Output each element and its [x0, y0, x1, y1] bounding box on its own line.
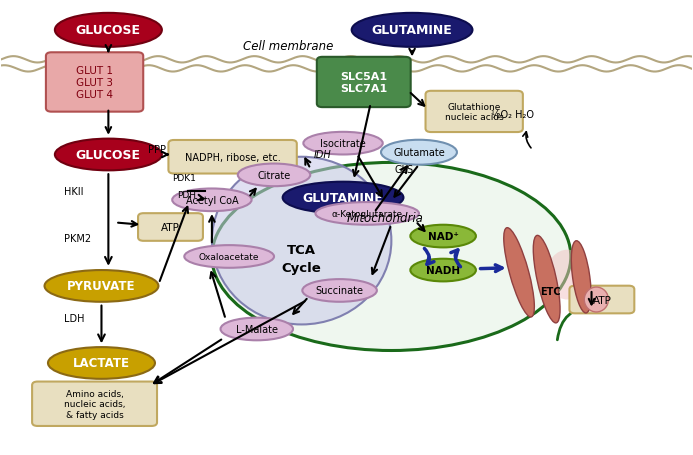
Ellipse shape	[48, 347, 155, 379]
Ellipse shape	[44, 270, 159, 302]
Ellipse shape	[55, 14, 162, 48]
Text: LDH: LDH	[64, 313, 84, 323]
Ellipse shape	[302, 279, 377, 302]
Text: L-Malate: L-Malate	[236, 324, 278, 334]
Ellipse shape	[351, 14, 473, 48]
Ellipse shape	[410, 225, 476, 248]
Text: TCA: TCA	[287, 243, 316, 257]
FancyBboxPatch shape	[168, 141, 297, 174]
Text: PDH: PDH	[177, 191, 196, 199]
Ellipse shape	[220, 318, 293, 340]
Text: Cycle: Cycle	[282, 262, 322, 275]
Ellipse shape	[571, 241, 591, 313]
Text: Mitochondria: Mitochondria	[346, 212, 423, 225]
Text: GLUT 1
GLUT 3
GLUT 4: GLUT 1 GLUT 3 GLUT 4	[76, 66, 113, 99]
Text: HKII: HKII	[64, 187, 83, 196]
Ellipse shape	[534, 236, 560, 323]
Ellipse shape	[410, 259, 476, 282]
Ellipse shape	[238, 164, 310, 187]
FancyBboxPatch shape	[426, 91, 523, 133]
Ellipse shape	[381, 141, 457, 165]
Text: Isocitrate: Isocitrate	[320, 139, 366, 149]
Text: Glutamate: Glutamate	[393, 148, 445, 158]
Ellipse shape	[173, 189, 252, 212]
Ellipse shape	[547, 250, 588, 300]
Text: ATP: ATP	[161, 222, 180, 233]
Text: ETC: ETC	[540, 287, 561, 297]
FancyBboxPatch shape	[317, 58, 411, 108]
Text: PPP: PPP	[148, 144, 166, 154]
FancyBboxPatch shape	[46, 53, 143, 112]
FancyBboxPatch shape	[138, 214, 203, 241]
Text: GLUCOSE: GLUCOSE	[76, 149, 141, 162]
Text: Amino acids,
nucleic acids,
& fatty acids: Amino acids, nucleic acids, & fatty acid…	[64, 389, 125, 419]
Text: GLS: GLS	[394, 165, 413, 175]
Ellipse shape	[304, 132, 383, 155]
Text: NADPH, ribose, etc.: NADPH, ribose, etc.	[185, 152, 281, 162]
Ellipse shape	[55, 139, 162, 171]
Ellipse shape	[504, 228, 534, 317]
Text: NADH: NADH	[426, 265, 460, 275]
Text: NAD⁺: NAD⁺	[428, 232, 459, 242]
Text: Glutathione
nucleic acids: Glutathione nucleic acids	[445, 102, 504, 122]
Text: PKM2: PKM2	[64, 234, 91, 244]
FancyBboxPatch shape	[570, 286, 634, 313]
Text: ATP: ATP	[593, 295, 611, 305]
Text: Oxaloacetate: Oxaloacetate	[199, 253, 259, 261]
Ellipse shape	[283, 182, 403, 214]
FancyBboxPatch shape	[32, 382, 157, 426]
Text: Citrate: Citrate	[257, 171, 290, 181]
Ellipse shape	[212, 163, 571, 351]
Ellipse shape	[212, 157, 392, 325]
Text: PYRUVATE: PYRUVATE	[67, 280, 136, 293]
Text: Cell membrane: Cell membrane	[243, 40, 333, 53]
Text: IDH: IDH	[313, 150, 331, 160]
Text: GLUTAMINE: GLUTAMINE	[371, 24, 453, 37]
Text: Succinate: Succinate	[315, 286, 364, 296]
Ellipse shape	[584, 288, 608, 312]
Ellipse shape	[315, 202, 419, 225]
Ellipse shape	[184, 246, 274, 268]
Text: ½O₂ H₂O: ½O₂ H₂O	[491, 110, 534, 119]
Text: PDK1: PDK1	[173, 173, 196, 182]
Text: α-Ketoglutarate: α-Ketoglutarate	[332, 209, 403, 218]
Text: GLUCOSE: GLUCOSE	[76, 24, 141, 37]
Text: LACTATE: LACTATE	[73, 357, 130, 369]
Text: Acetyl CoA: Acetyl CoA	[186, 195, 238, 205]
Text: GLUTAMINE: GLUTAMINE	[303, 192, 383, 205]
Text: SLC5A1
SLC7A1: SLC5A1 SLC7A1	[340, 72, 387, 94]
